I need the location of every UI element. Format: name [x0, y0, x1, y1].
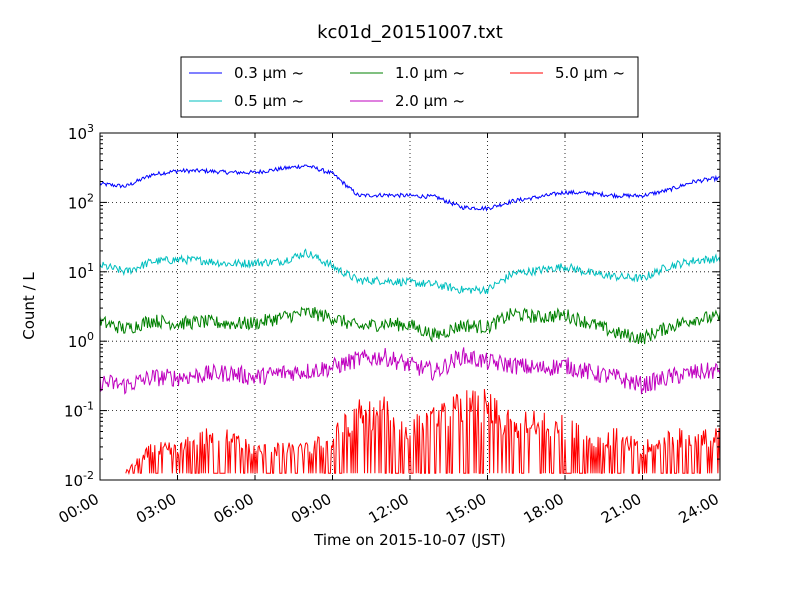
legend-box	[180, 56, 639, 118]
series-line-4	[99, 347, 721, 395]
plot-area	[100, 133, 720, 480]
x-tick-label: 06:00	[211, 490, 257, 527]
series-line-1	[99, 163, 721, 212]
y-tick-label: 10-1	[64, 400, 94, 421]
x-tick-label: 21:00	[598, 490, 644, 527]
series-line-2	[99, 248, 721, 295]
x-tick-label: 00:00	[56, 490, 102, 527]
x-tick-label: 03:00	[133, 490, 179, 527]
legend-label: 0.5 μm ~	[234, 92, 304, 110]
legend-label: 5.0 μm ~	[555, 64, 625, 82]
legend-label: 2.0 μm ~	[395, 92, 465, 110]
y-axis-label: Count / L	[20, 272, 38, 340]
y-tick-label: 102	[68, 191, 94, 212]
x-tick-label: 24:00	[676, 490, 722, 527]
series-lines	[99, 163, 721, 476]
x-tick-label: 15:00	[443, 490, 489, 527]
series-line-5	[125, 388, 721, 476]
x-tick-label: 18:00	[521, 490, 567, 527]
x-tick-label: 09:00	[288, 490, 334, 527]
x-tick-label: 12:00	[366, 490, 412, 527]
y-tick-label: 103	[68, 122, 94, 143]
x-axis-label: Time on 2015-10-07 (JST)	[313, 531, 506, 549]
legend: 0.3 μm ~ 0.5 μm ~ 1.0 μm ~ 2.0 μm ~ 5.0 μm ~	[180, 56, 639, 118]
series-line-3	[99, 306, 721, 345]
y-tick-label: 100	[68, 330, 94, 351]
legend-label: 1.0 μm ~	[395, 64, 465, 82]
legend-label: 0.3 μm ~	[234, 64, 304, 82]
chart-title: kc01d_20151007.txt	[317, 22, 503, 43]
y-tick-label: 101	[68, 261, 94, 282]
y-tick-label: 10-2	[64, 469, 94, 490]
grid	[100, 133, 720, 480]
